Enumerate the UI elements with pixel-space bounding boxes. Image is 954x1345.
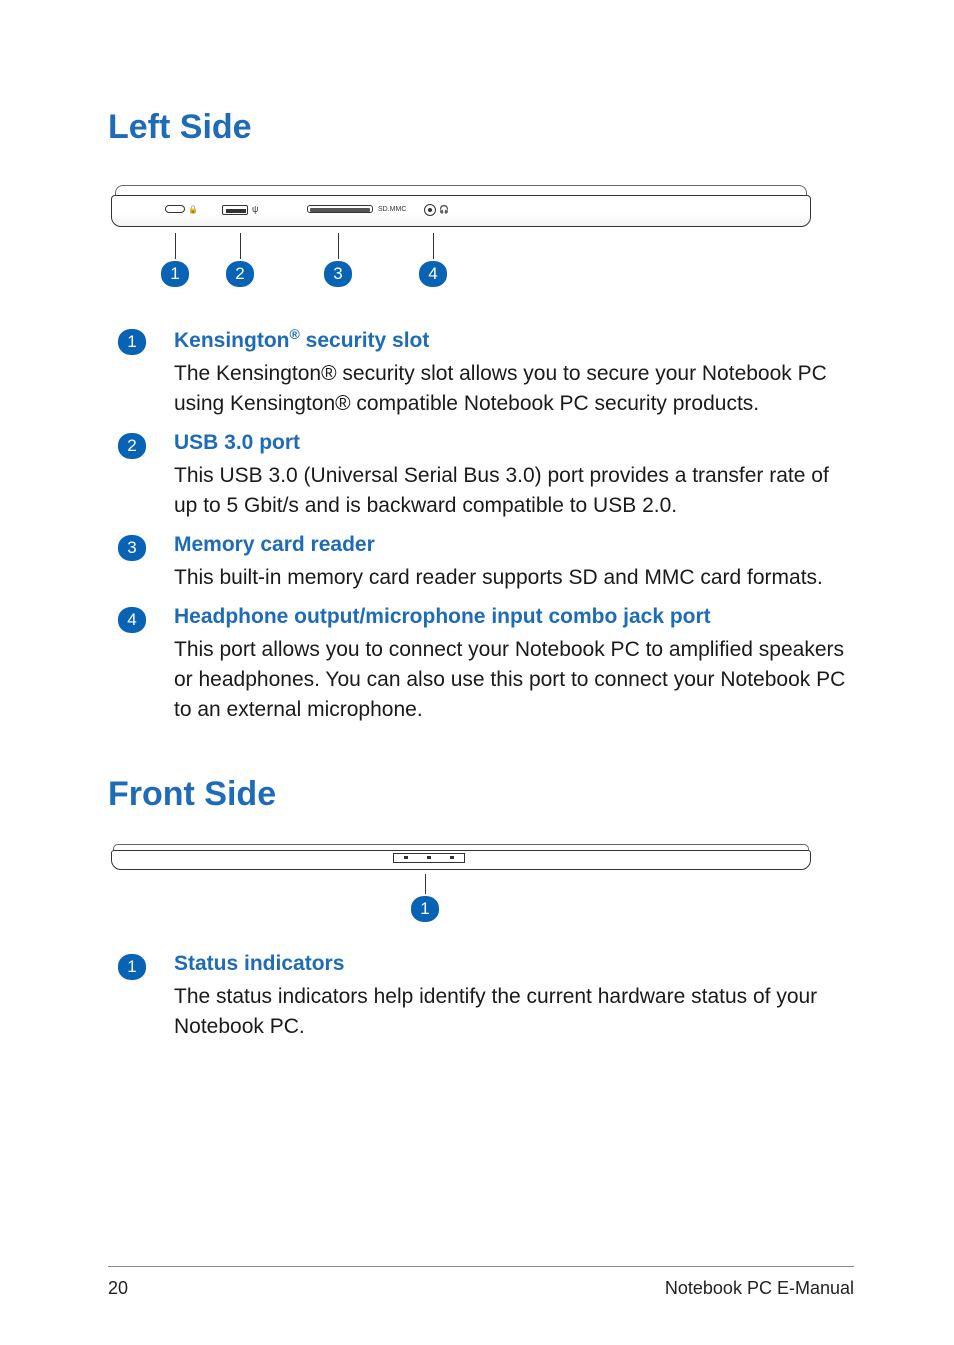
list-item: 2 USB 3.0 port This USB 3.0 (Universal S…: [108, 429, 854, 521]
doc-title-footer: Notebook PC E-Manual: [665, 1278, 854, 1299]
section-title-front: Front Side: [108, 775, 854, 814]
item-number-badge: 1: [118, 329, 146, 355]
item-title: USB 3.0 port: [174, 429, 854, 457]
item-body: This built-in memory card reader support…: [174, 563, 854, 593]
usb-glyph-icon: ψ: [252, 204, 258, 214]
lock-icon: 🔒: [188, 205, 198, 214]
callout-bubble-1: 1: [411, 896, 439, 922]
kensington-slot-icon: [165, 205, 185, 213]
list-item: 4 Headphone output/microphone input comb…: [108, 603, 854, 725]
section-title-left: Left Side: [108, 108, 854, 147]
left-callouts-row: 1 2 3 4: [111, 261, 854, 291]
status-indicator-icon: [393, 853, 465, 863]
item-title: Status indicators: [174, 950, 854, 978]
item-body: The status indicators help identify the …: [174, 982, 854, 1042]
left-side-diagram: 🔒 ψ SD.MMC 🎧 1 2 3 4: [108, 185, 854, 291]
front-callouts-row: 1: [108, 896, 854, 926]
item-body: This port allows you to connect your Not…: [174, 635, 854, 724]
audio-jack-icon: [424, 204, 436, 216]
page-number: 20: [108, 1278, 128, 1299]
laptop-front-profile: [111, 844, 811, 884]
item-number-badge: 3: [118, 535, 146, 561]
list-item: 3 Memory card reader This built-in memor…: [108, 531, 854, 593]
item-title: Headphone output/microphone input combo …: [174, 603, 854, 631]
callout-bubble-2: 2: [226, 261, 254, 287]
list-item: 1 Kensington® security slot The Kensingt…: [108, 325, 854, 419]
laptop-left-profile: 🔒 ψ SD.MMC 🎧: [111, 185, 811, 245]
item-number-badge: 4: [118, 607, 146, 633]
item-number-badge: 1: [118, 954, 146, 980]
item-title: Memory card reader: [174, 531, 854, 559]
footer-divider: [108, 1266, 854, 1267]
card-reader-slot-icon: [307, 205, 373, 213]
card-reader-label: SD.MMC: [378, 206, 406, 213]
callout-bubble-3: 3: [324, 261, 352, 287]
list-item: 1 Status indicators The status indicator…: [108, 950, 854, 1042]
item-body: The Kensington® security slot allows you…: [174, 359, 854, 419]
item-number-badge: 2: [118, 433, 146, 459]
item-body: This USB 3.0 (Universal Serial Bus 3.0) …: [174, 461, 854, 521]
front-side-diagram: 1: [108, 844, 854, 926]
headphone-icon: 🎧: [439, 205, 449, 214]
usb-port-icon: [222, 205, 248, 215]
item-title: Kensington® security slot: [174, 325, 854, 355]
callout-bubble-1: 1: [161, 261, 189, 287]
callout-bubble-4: 4: [419, 261, 447, 287]
